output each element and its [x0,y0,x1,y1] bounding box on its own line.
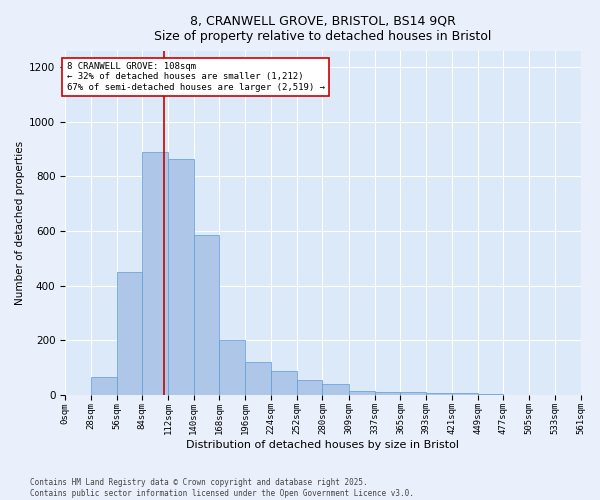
Bar [116,272,142,394]
Bar [245,362,271,394]
Y-axis label: Number of detached properties: Number of detached properties [15,141,25,305]
Bar [142,152,168,394]
Text: Contains HM Land Registry data © Crown copyright and database right 2025.
Contai: Contains HM Land Registry data © Crown c… [30,478,414,498]
Bar [349,392,375,394]
Bar [322,384,349,394]
Bar [375,392,400,394]
Bar [220,340,245,394]
Bar [296,380,322,394]
Bar [400,392,426,394]
Bar [194,235,220,394]
Title: 8, CRANWELL GROVE, BRISTOL, BS14 9QR
Size of property relative to detached house: 8, CRANWELL GROVE, BRISTOL, BS14 9QR Siz… [154,15,491,43]
Bar [91,377,116,394]
Bar [168,159,194,394]
Bar [271,372,296,394]
Text: 8 CRANWELL GROVE: 108sqm
← 32% of detached houses are smaller (1,212)
67% of sem: 8 CRANWELL GROVE: 108sqm ← 32% of detach… [67,62,325,92]
X-axis label: Distribution of detached houses by size in Bristol: Distribution of detached houses by size … [187,440,460,450]
